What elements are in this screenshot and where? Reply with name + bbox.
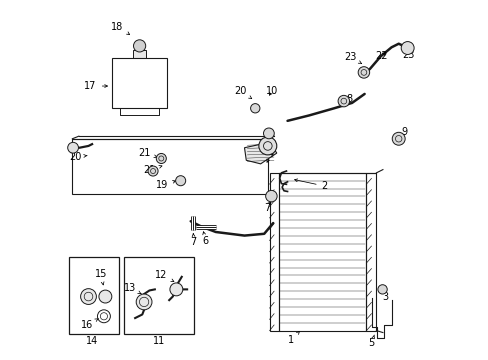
Circle shape	[377, 285, 386, 294]
Circle shape	[99, 290, 112, 303]
Text: 5: 5	[368, 335, 374, 348]
Text: 8: 8	[345, 94, 351, 104]
Text: 6: 6	[203, 232, 208, 246]
Text: 19: 19	[156, 180, 175, 190]
Text: 7: 7	[190, 237, 196, 247]
Text: 17: 17	[84, 81, 107, 91]
Text: 13: 13	[123, 283, 141, 294]
Circle shape	[265, 190, 277, 202]
Circle shape	[400, 41, 413, 54]
Text: 21: 21	[138, 148, 157, 158]
Text: 4: 4	[266, 149, 273, 162]
Bar	[124, 257, 194, 334]
Text: 23: 23	[401, 50, 414, 60]
Text: 12: 12	[155, 270, 174, 282]
Polygon shape	[244, 142, 276, 164]
Circle shape	[148, 166, 158, 176]
Text: 16: 16	[81, 319, 98, 330]
Text: 20: 20	[69, 152, 87, 162]
Text: 7: 7	[264, 203, 270, 213]
Circle shape	[175, 176, 185, 186]
Text: 23: 23	[344, 52, 361, 64]
Bar	[366, 173, 376, 330]
Text: 3: 3	[381, 289, 387, 302]
Bar	[72, 139, 267, 194]
Circle shape	[263, 128, 274, 139]
Text: 15: 15	[95, 269, 107, 285]
Circle shape	[156, 153, 166, 163]
Circle shape	[133, 40, 145, 52]
Bar	[269, 173, 278, 330]
Circle shape	[250, 104, 260, 113]
Text: 11: 11	[153, 336, 165, 346]
Text: 9: 9	[400, 127, 407, 137]
Text: 18: 18	[111, 22, 129, 35]
Text: 22: 22	[374, 51, 387, 61]
Circle shape	[258, 137, 276, 155]
Text: 2: 2	[294, 179, 327, 191]
Text: 14: 14	[86, 336, 98, 346]
Circle shape	[67, 142, 78, 153]
Bar	[278, 173, 366, 330]
Bar	[112, 58, 167, 108]
Circle shape	[136, 294, 152, 310]
Text: 1: 1	[287, 332, 299, 345]
Circle shape	[337, 95, 349, 107]
Bar	[69, 257, 119, 334]
Bar	[133, 50, 146, 58]
Circle shape	[357, 67, 369, 78]
Text: 20: 20	[233, 86, 251, 99]
Text: 10: 10	[265, 86, 278, 96]
Text: 21: 21	[143, 165, 162, 175]
Circle shape	[81, 289, 96, 305]
Circle shape	[391, 132, 405, 145]
Circle shape	[169, 283, 183, 296]
